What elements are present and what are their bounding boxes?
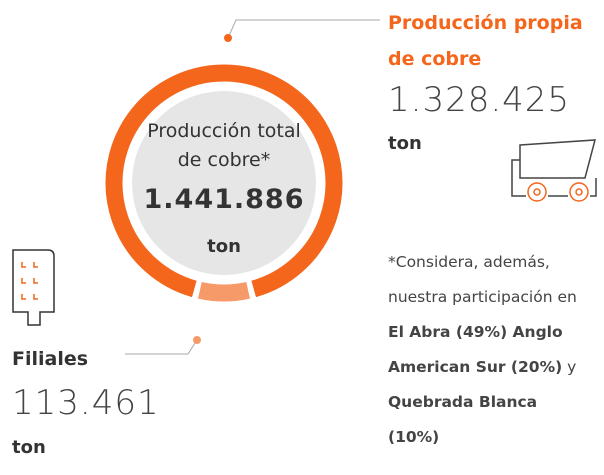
truck-icon [511,139,597,202]
center-title: Producción total de cobre* [147,120,301,171]
leader-dot [193,336,201,344]
footnote-part: y [562,358,577,376]
subsidiaries-value: 113.461 [12,383,160,423]
subsidiaries-label: Filiales [12,348,89,370]
donut-segment [105,64,343,298]
donut-segment [198,281,250,302]
footnote: *Considera, además, nuestra participació… [388,245,593,455]
subsidiaries-unit: ton [12,437,46,458]
footnote-part: *Considera, además, nuestra participació… [388,253,577,306]
leader-line [227,19,380,39]
building-icon [12,249,55,326]
footnote-part: Quebrada Blanca (10%) [388,393,538,446]
center-disc [132,91,316,275]
own-value: 1.328.425 [388,80,571,120]
center-value: 1.441.886 [143,184,305,215]
center-unit: ton [207,236,241,257]
leader-dot [224,34,232,42]
footnote-part: El Abra (49%) Anglo American Sur (20%) [388,323,563,376]
own-label: Producción propia de cobre [388,12,583,70]
own-unit: ton [388,133,422,154]
leader-line [125,339,198,355]
